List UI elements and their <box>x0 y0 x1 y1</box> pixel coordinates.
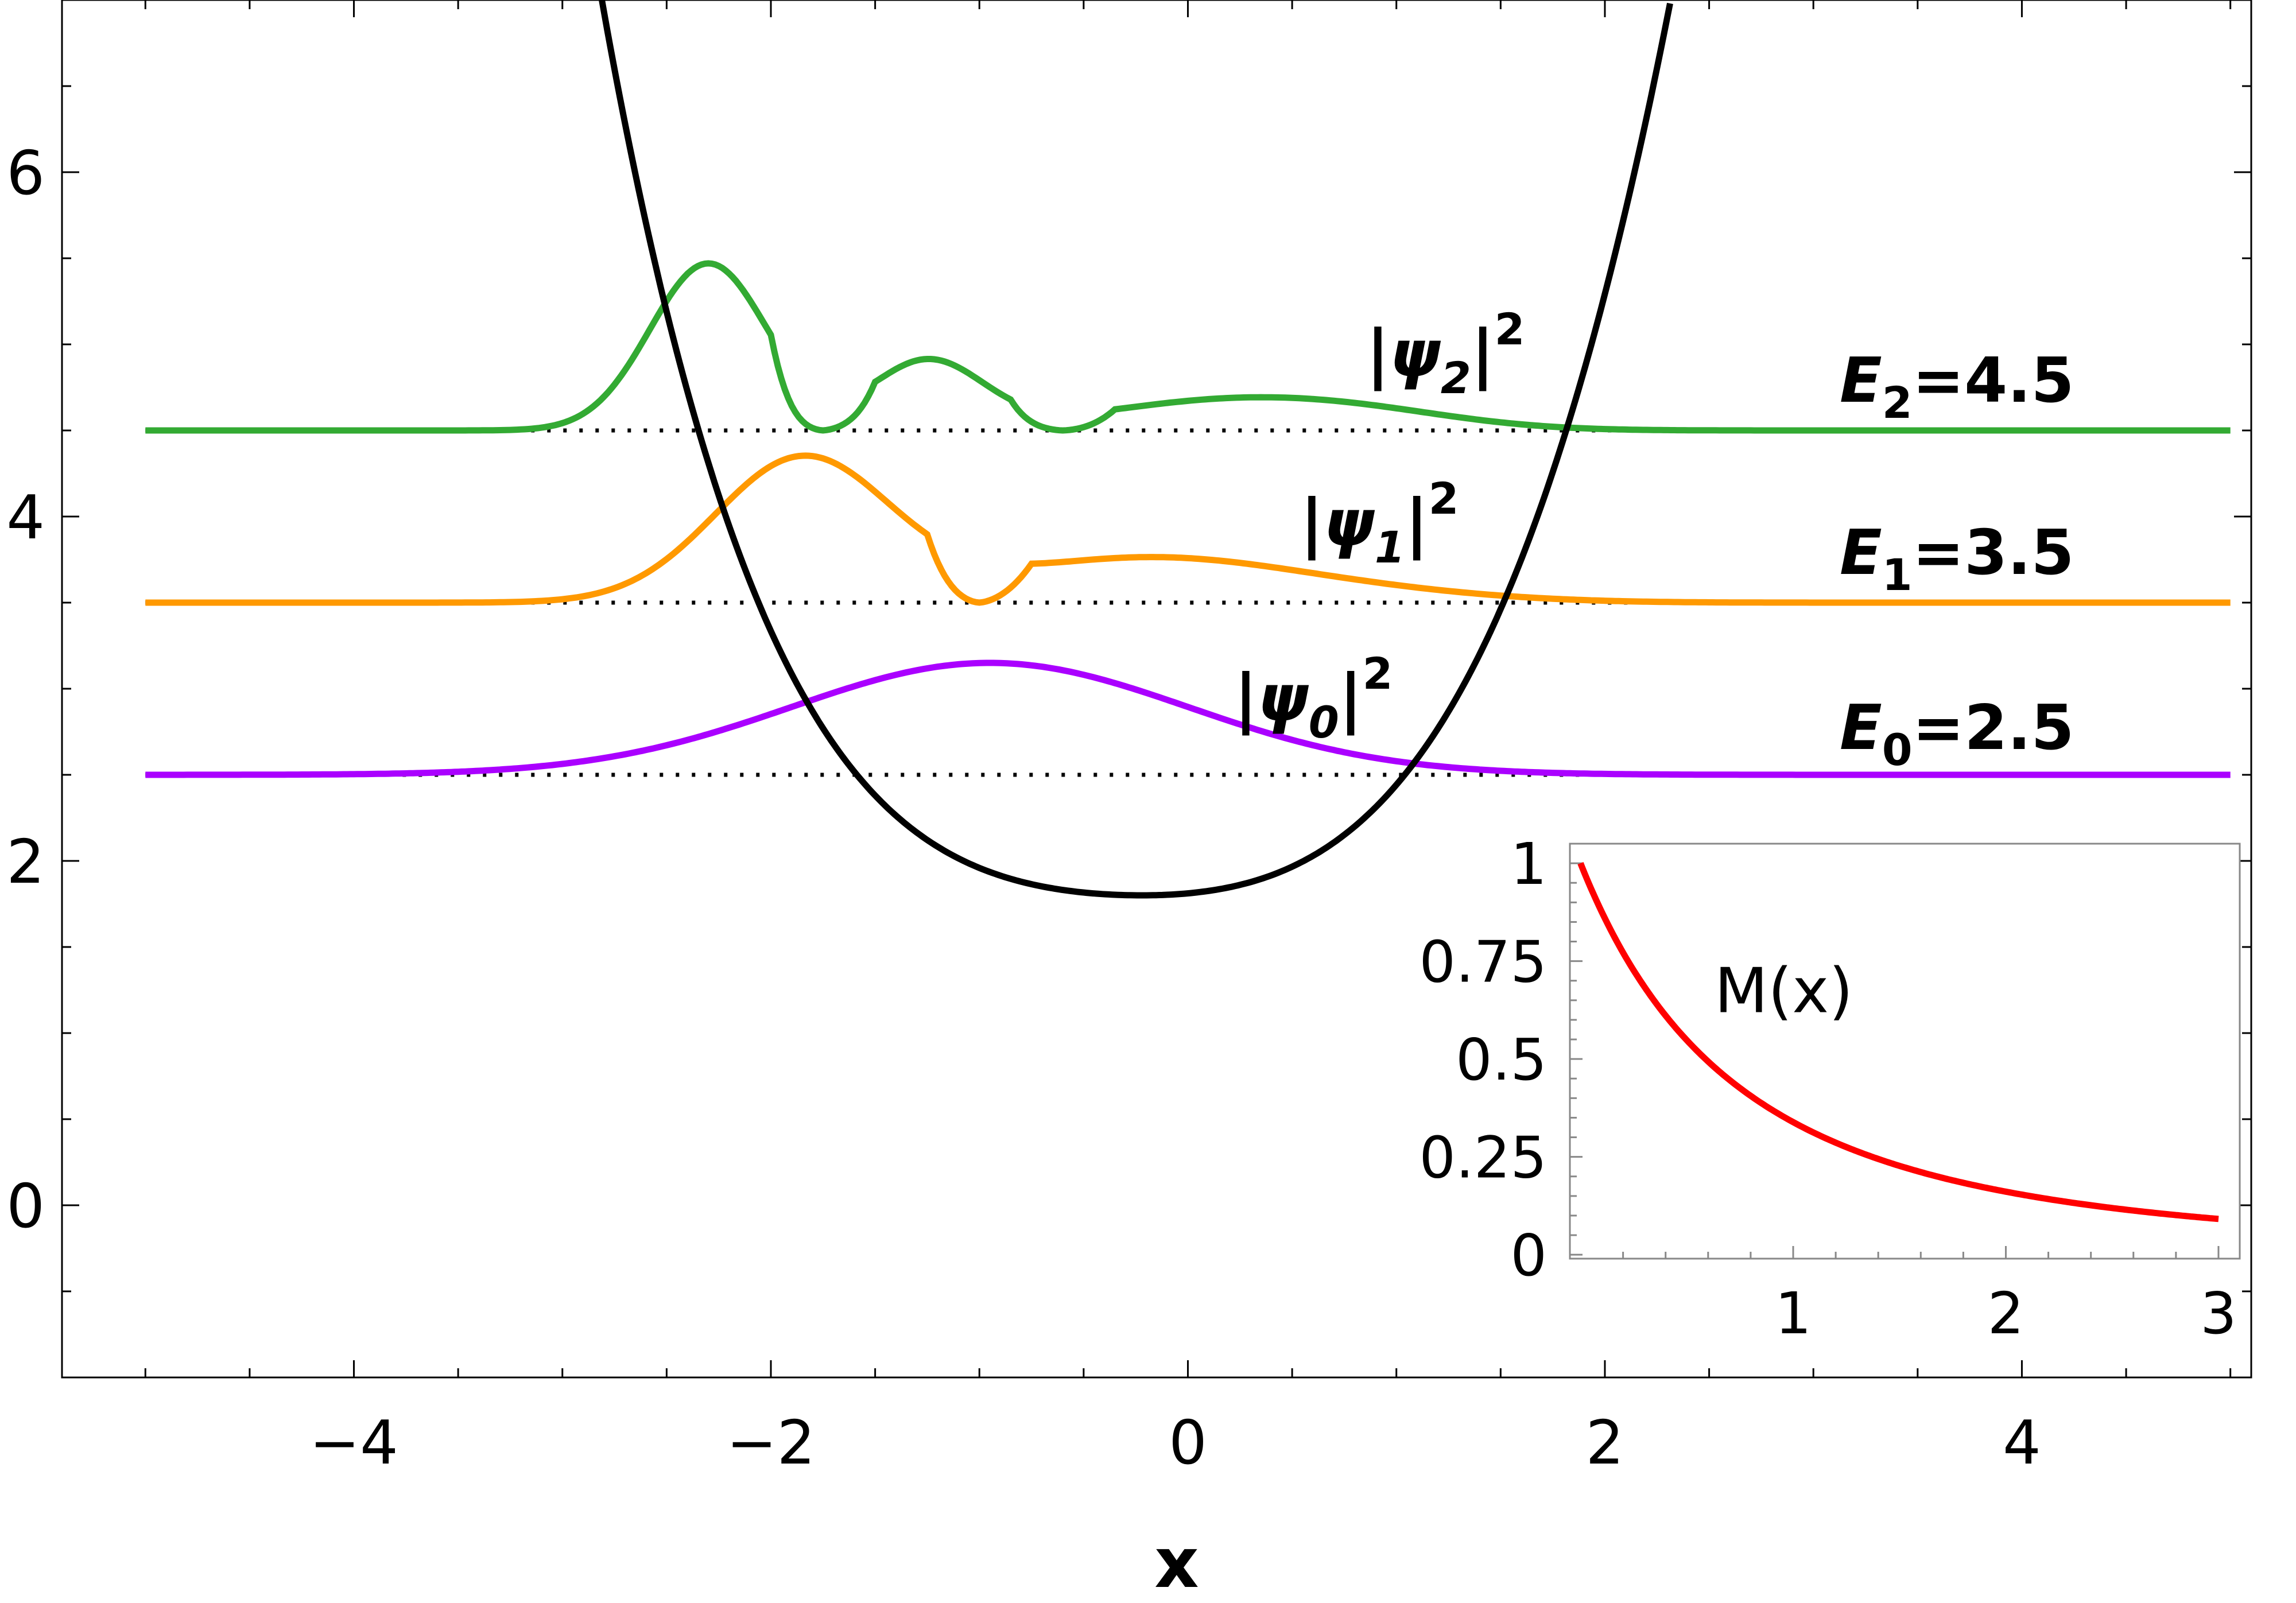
x-tick-label: −2 <box>727 1408 816 1478</box>
inset-y-tick-label: 0.25 <box>1419 1124 1547 1191</box>
inset-y-tick-label: 0.75 <box>1419 929 1547 996</box>
psi2-density-curve <box>145 260 2231 434</box>
y-tick-label: 2 <box>6 827 45 897</box>
psi1-label: |ψ1|2 <box>1300 473 1459 573</box>
x-axis-title: x <box>1154 1524 1199 1603</box>
x-tick-label: −4 <box>309 1408 398 1478</box>
main-tick-labels: −4 −2 0 2 4 0 2 4 6 <box>6 138 2041 1478</box>
x-tick-label: 2 <box>1586 1408 1624 1478</box>
inset-ticks <box>1570 862 2220 1259</box>
inset-x-tick-label: 1 <box>1775 1280 1812 1347</box>
main-curves <box>145 0 2231 899</box>
y-tick-label: 4 <box>6 483 45 553</box>
psi0-label: |ψ0|2 <box>1234 648 1393 748</box>
energy2-label: E2=4.5 <box>1840 345 2074 428</box>
psi1-density-curve <box>145 452 2231 606</box>
potential-curve <box>598 0 1673 899</box>
y-tick-label: 0 <box>6 1171 45 1241</box>
inset-background <box>1569 843 2241 1260</box>
inset-y-tick-label: 0.5 <box>1456 1026 1547 1093</box>
inset-curves: M(x) <box>1577 862 2219 1222</box>
inset-y-tick-label: 1 <box>1510 830 1547 898</box>
main-annotations: |ψ0|2 E0=2.5 |ψ1|2 E1=3.5 |ψ2|2 E2=4.5 <box>1234 304 2074 775</box>
y-tick-label: 6 <box>6 138 45 208</box>
energy0-label: E0=2.5 <box>1840 692 2074 775</box>
energy1-label: E1=3.5 <box>1840 517 2074 600</box>
inset-m-curve <box>1577 862 2219 1222</box>
x-tick-label: 0 <box>1169 1408 1207 1478</box>
inset-x-tick-label: 3 <box>2200 1280 2237 1347</box>
psi0-density-curve <box>145 659 2231 778</box>
inset-x-tick-label: 2 <box>1988 1280 2024 1347</box>
x-tick-label: 4 <box>2003 1408 2041 1478</box>
inset-series-label: M(x) <box>1715 955 1853 1027</box>
inset-tick-labels: 1 2 3 0 0.25 0.5 0.75 1 <box>1419 830 2236 1347</box>
psi2-label: |ψ2|2 <box>1366 304 1525 403</box>
inset-y-tick-label: 0 <box>1510 1222 1547 1289</box>
